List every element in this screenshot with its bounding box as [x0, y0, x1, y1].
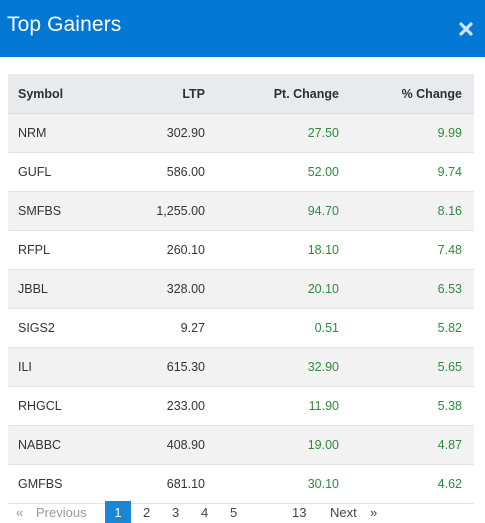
cell-ltp: 302.90 [115, 113, 205, 153]
cell-pt-change: 18.10 [205, 230, 339, 270]
table-row[interactable]: RFPL 260.10 18.10 7.48 [8, 230, 474, 270]
table-header-row: Symbol LTP Pt. Change % Change [8, 74, 474, 114]
cell-pt-change: 11.90 [205, 386, 339, 426]
cell-pct-change: 6.53 [339, 269, 474, 309]
next-link[interactable]: Next [330, 505, 357, 520]
column-header-symbol[interactable]: Symbol [8, 74, 115, 114]
cell-symbol[interactable]: GUFL [8, 152, 115, 192]
cell-symbol[interactable]: RHGCL [8, 386, 115, 426]
page-3[interactable]: 3 [172, 505, 180, 520]
cell-pct-change: 4.87 [339, 425, 474, 465]
column-header-pt-change[interactable]: Pt. Change [205, 74, 339, 114]
table-row[interactable]: SMFBS 1,255.00 94.70 8.16 [8, 191, 474, 231]
cell-pt-change: 0.51 [205, 308, 339, 348]
cell-ltp: 615.30 [115, 347, 205, 387]
table-row[interactable]: NABBC 408.90 19.00 4.87 [8, 425, 474, 465]
cell-ltp: 328.00 [115, 269, 205, 309]
cell-symbol[interactable]: NABBC [8, 425, 115, 465]
table-body: NRM 302.90 27.50 9.99 GUFL 586.00 52.00 9.74 SMF… [8, 113, 474, 504]
cell-pt-change: 52.00 [205, 152, 339, 192]
gainers-table-container: Symbol LTP Pt. Change % Change NRM 302.90… [8, 74, 474, 504]
cell-symbol[interactable]: GMFBS [8, 464, 115, 504]
table-row[interactable]: GMFBS 681.10 30.10 4.62 [8, 464, 474, 504]
cell-pct-change: 7.48 [339, 230, 474, 270]
cell-symbol[interactable]: SMFBS [8, 191, 115, 231]
cell-pct-change: 5.38 [339, 386, 474, 426]
cell-pt-change: 27.50 [205, 113, 339, 153]
cell-ltp: 408.90 [115, 425, 205, 465]
cell-ltp: 681.10 [115, 464, 205, 504]
cell-pt-change: 20.10 [205, 269, 339, 309]
column-header-ltp[interactable]: LTP [115, 74, 205, 114]
table-row[interactable]: RHGCL 233.00 11.90 5.38 [8, 386, 474, 426]
cell-pct-change: 4.62 [339, 464, 474, 504]
cell-pct-change: 5.82 [339, 308, 474, 348]
cell-pct-change: 9.74 [339, 152, 474, 192]
cell-ltp: 9.27 [115, 308, 205, 348]
prev-arrow[interactable]: « [16, 505, 24, 520]
cell-ltp: 1,255.00 [115, 191, 205, 231]
modal-header: Top Gainers [0, 0, 485, 57]
page-2[interactable]: 2 [143, 505, 151, 520]
cell-pt-change: 94.70 [205, 191, 339, 231]
page-5[interactable]: 5 [230, 505, 238, 520]
close-button[interactable] [455, 18, 477, 40]
table-row[interactable]: ILI 615.30 32.90 5.65 [8, 347, 474, 387]
next-arrow[interactable]: » [370, 505, 378, 520]
page-1[interactable]: 1 [105, 501, 131, 523]
column-header-pct-change[interactable]: % Change [339, 74, 474, 114]
pagination: « Previous 1 2 3 4 5 13 Next » [0, 501, 485, 523]
page-last[interactable]: 13 [292, 505, 307, 520]
cell-symbol[interactable]: NRM [8, 113, 115, 153]
cell-ltp: 260.10 [115, 230, 205, 270]
cell-ltp: 586.00 [115, 152, 205, 192]
cell-pct-change: 9.99 [339, 113, 474, 153]
cell-ltp: 233.00 [115, 386, 205, 426]
cell-pct-change: 8.16 [339, 191, 474, 231]
previous-link[interactable]: Previous [36, 505, 87, 520]
cell-pt-change: 32.90 [205, 347, 339, 387]
cell-pt-change: 30.10 [205, 464, 339, 504]
cell-symbol[interactable]: RFPL [8, 230, 115, 270]
cell-symbol[interactable]: JBBL [8, 269, 115, 309]
modal-title: Top Gainers [7, 13, 122, 36]
table-row[interactable]: NRM 302.90 27.50 9.99 [8, 113, 474, 153]
table-row[interactable]: JBBL 328.00 20.10 6.53 [8, 269, 474, 309]
cell-symbol[interactable]: ILI [8, 347, 115, 387]
close-icon [459, 22, 473, 36]
cell-pct-change: 5.65 [339, 347, 474, 387]
cell-symbol[interactable]: SIGS2 [8, 308, 115, 348]
gainers-table: Symbol LTP Pt. Change % Change NRM 302.90… [8, 74, 474, 504]
cell-pt-change: 19.00 [205, 425, 339, 465]
page-4[interactable]: 4 [201, 505, 209, 520]
table-row[interactable]: GUFL 586.00 52.00 9.74 [8, 152, 474, 192]
table-row[interactable]: SIGS2 9.27 0.51 5.82 [8, 308, 474, 348]
